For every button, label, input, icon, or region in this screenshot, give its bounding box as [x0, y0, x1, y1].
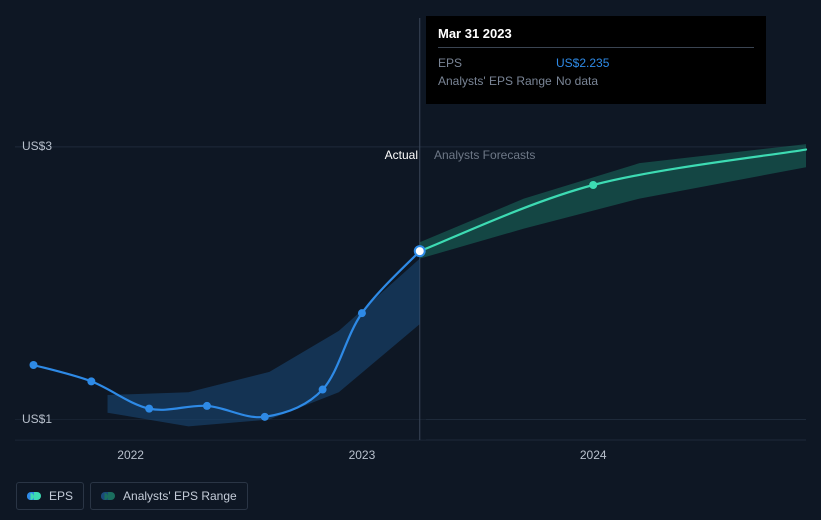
x-axis-tick-label: 2024	[580, 448, 607, 462]
section-label-actual: Actual	[385, 148, 418, 162]
section-label-forecast: Analysts Forecasts	[434, 148, 535, 162]
tooltip-row: Analysts' EPS Range No data	[438, 72, 754, 90]
chart-legend: EPS Analysts' EPS Range	[16, 482, 248, 510]
tooltip-row-label: Analysts' EPS Range	[438, 72, 556, 90]
chart-tooltip: Mar 31 2023 EPS US$2.235 Analysts' EPS R…	[426, 16, 766, 104]
legend-item-label: EPS	[49, 489, 73, 503]
legend-item-eps-range[interactable]: Analysts' EPS Range	[90, 482, 248, 510]
y-axis-tick-label: US$1	[22, 412, 52, 426]
tooltip-row: EPS US$2.235	[438, 54, 754, 72]
tooltip-row-label: EPS	[438, 54, 556, 72]
legend-item-label: Analysts' EPS Range	[123, 489, 237, 503]
tooltip-row-value: US$2.235	[556, 54, 609, 72]
tooltip-divider	[438, 47, 754, 48]
y-axis-tick-label: US$3	[22, 139, 52, 153]
x-axis-tick-label: 2023	[349, 448, 376, 462]
x-axis-tick-label: 2022	[117, 448, 144, 462]
legend-swatch-icon	[27, 492, 41, 500]
legend-swatch-icon	[101, 492, 115, 500]
legend-item-eps[interactable]: EPS	[16, 482, 84, 510]
tooltip-date: Mar 31 2023	[438, 26, 754, 41]
eps-chart-container: US$1 US$3 2022 2023 2024 Actual Analysts…	[0, 0, 821, 520]
tooltip-row-value: No data	[556, 72, 598, 90]
